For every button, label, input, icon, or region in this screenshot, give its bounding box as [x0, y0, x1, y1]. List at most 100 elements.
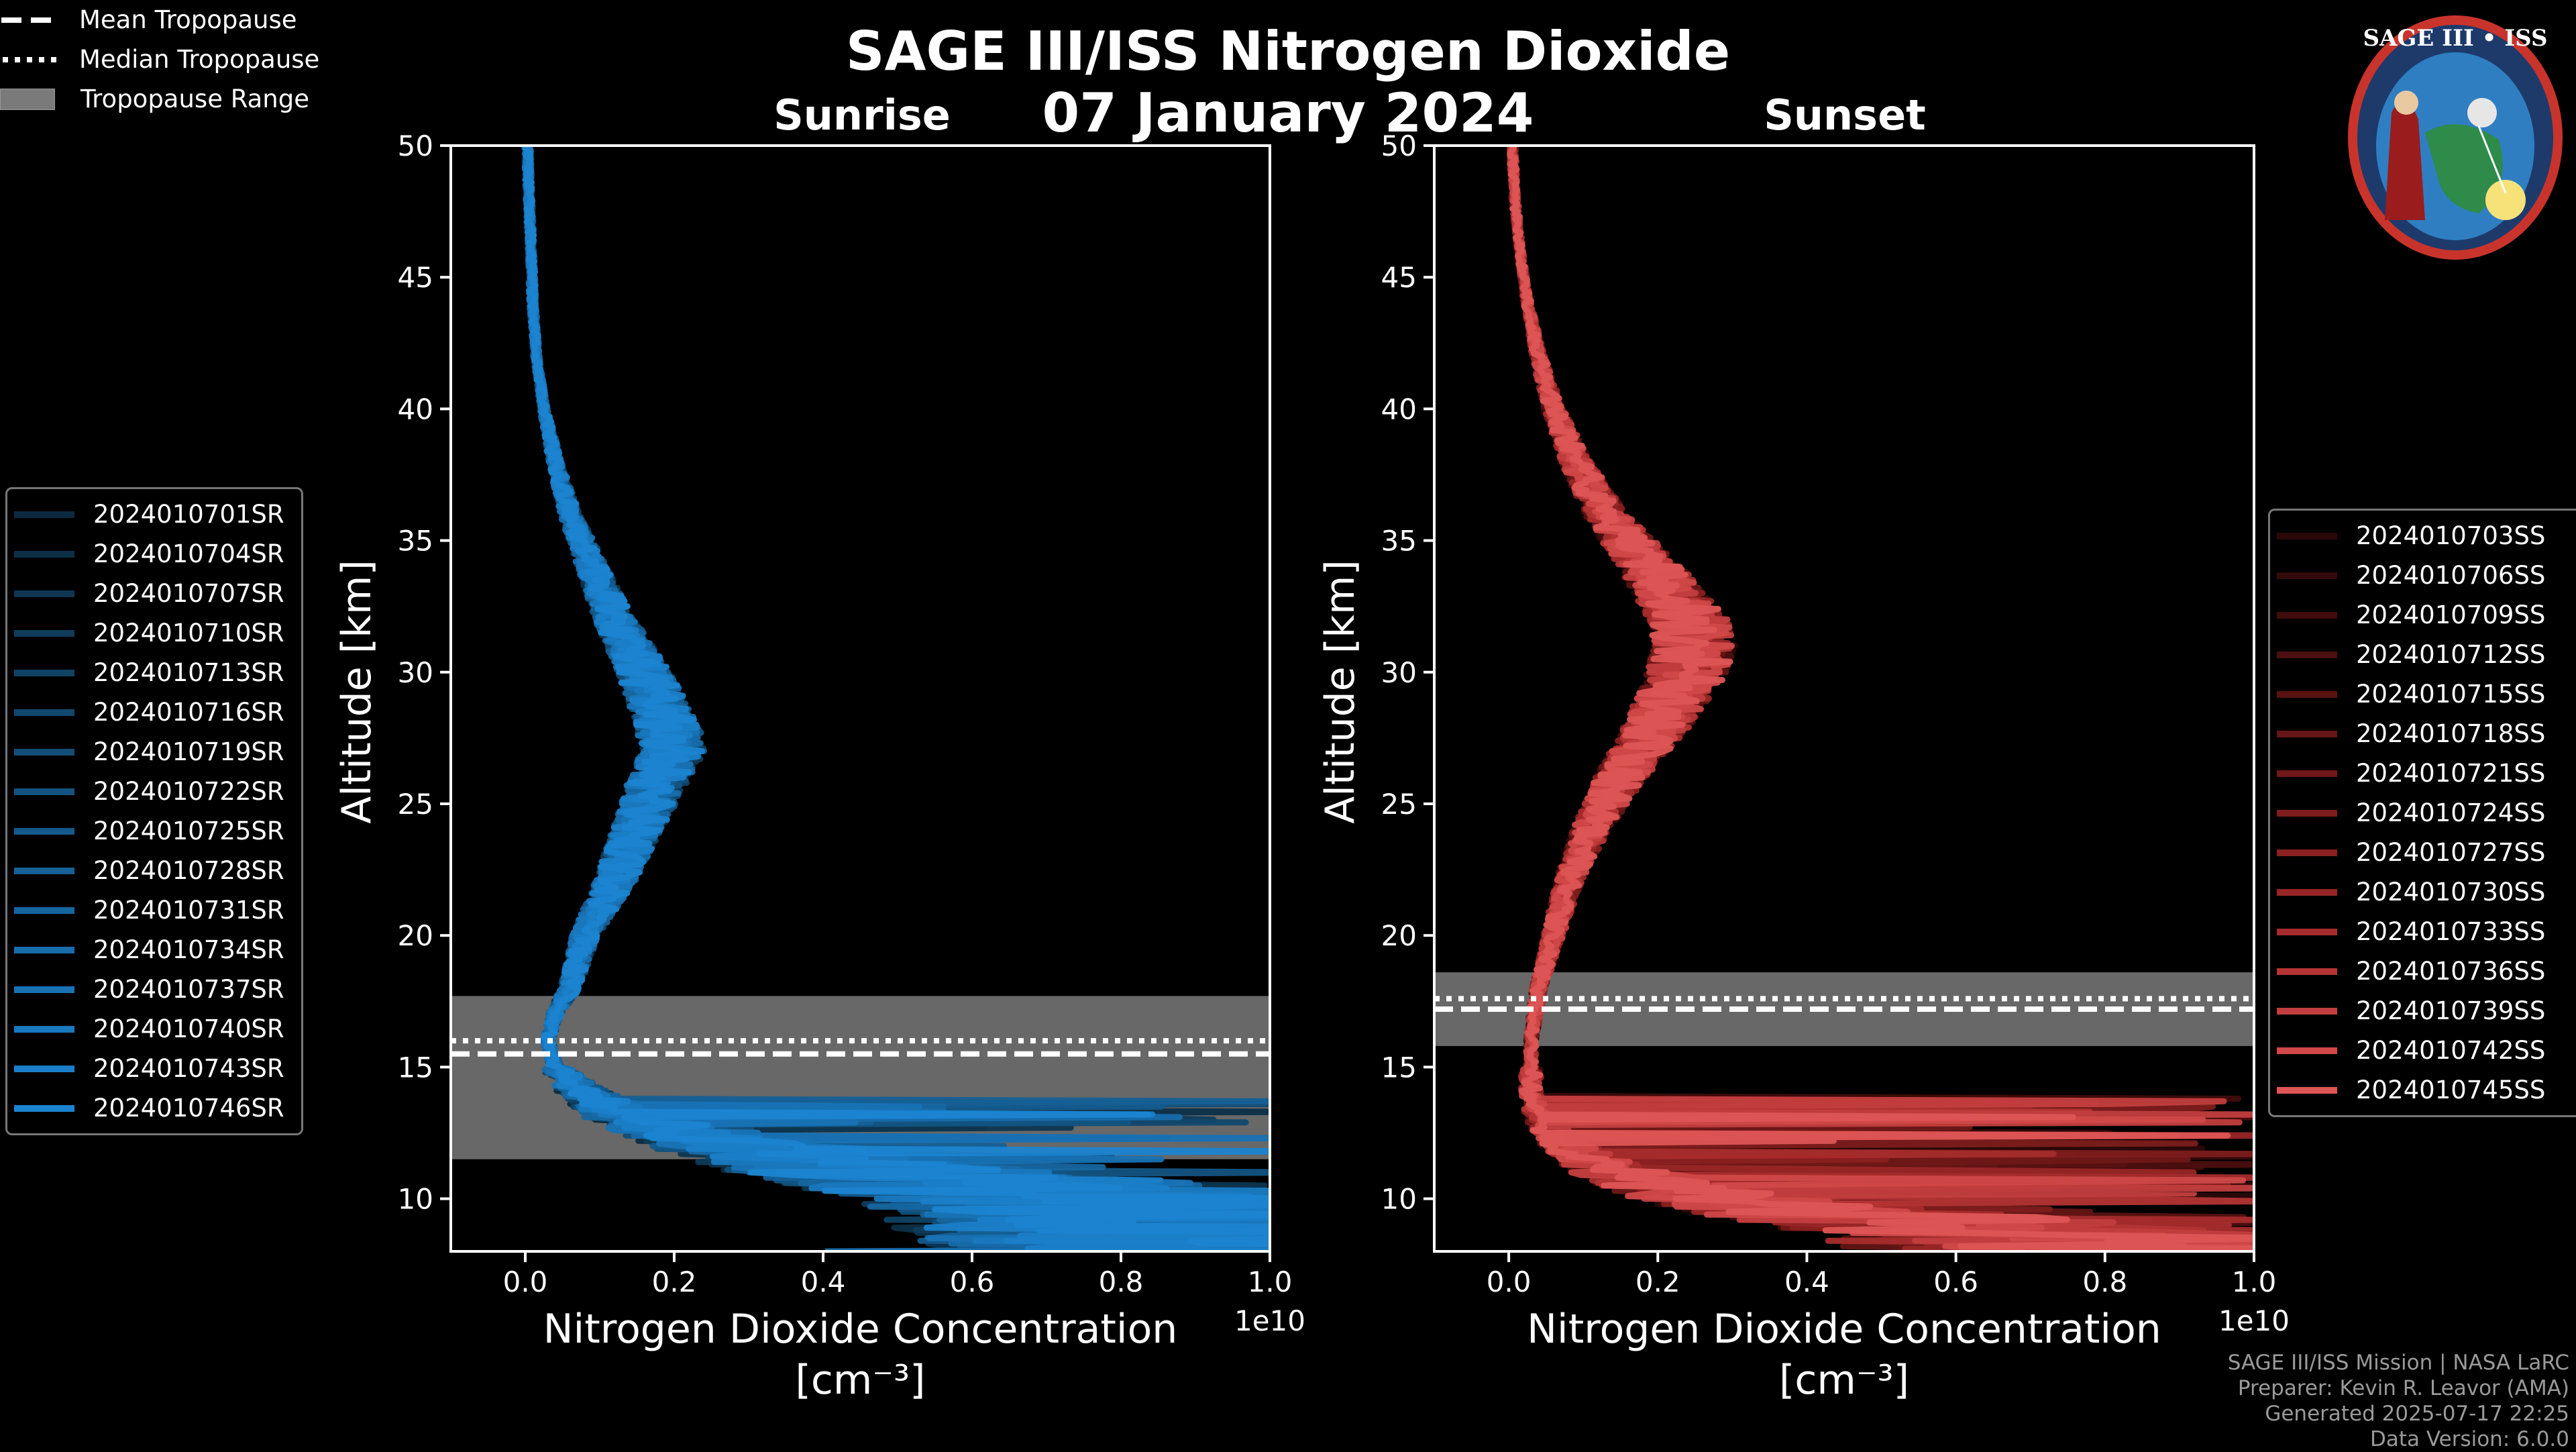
- sunset-x-tick-label: 0.6: [1933, 1265, 1978, 1298]
- series-line-2024010730SS: [1507, 146, 2254, 1251]
- legend-item: 2024010712SS: [2277, 635, 2575, 674]
- sunrise-x-tick-label: 0.4: [801, 1265, 846, 1298]
- sunrise-y-tick-label: 50: [398, 129, 433, 162]
- sunset-y-tick-label: 45: [1381, 261, 1417, 294]
- legend-swatch: [14, 1104, 74, 1112]
- legend-swatch: [2277, 888, 2337, 896]
- legend-label: 2024010707SR: [93, 579, 284, 608]
- legend-item: 2024010707SR: [14, 574, 294, 613]
- sunrise-x-offset-label: 1e10: [1234, 1304, 1305, 1337]
- legend-label: 2024010719SR: [93, 737, 284, 766]
- legend-swatch: [14, 511, 74, 518]
- sunset-y-tick-label: 50: [1381, 129, 1417, 162]
- legend-item: 2024010713SR: [14, 653, 294, 692]
- legend-label-median-tropopause: Median Tropopause: [79, 45, 320, 74]
- legend-item: 2024010733SS: [2277, 912, 2575, 951]
- sunset-x-tick-label: 1.0: [2232, 1265, 2277, 1298]
- footer-generated: Generated 2025-07-17 22:25: [2265, 1402, 2569, 1426]
- legend-item: 2024010730SS: [2277, 872, 2575, 912]
- legend-swatch: [14, 1025, 74, 1033]
- legend-swatch: [2277, 809, 2337, 817]
- legend-label: 2024010736SS: [2356, 957, 2546, 986]
- legend-item: 2024010739SS: [2277, 991, 2575, 1031]
- legend-swatch: [14, 669, 74, 676]
- legend-item: 2024010746SR: [14, 1088, 294, 1128]
- tropopause-legend: Mean Tropopause Median Tropopause Tropop…: [0, 0, 2576, 119]
- sunset-y-tick-label: 20: [1381, 919, 1417, 952]
- sunrise-y-tick-label: 35: [398, 525, 433, 558]
- legend-item: 2024010701SR: [14, 495, 294, 534]
- legend-item: 2024010737SR: [14, 970, 294, 1009]
- legend-label: 2024010722SR: [93, 777, 284, 806]
- sunset-y-tick-label: 10: [1381, 1183, 1417, 1216]
- legend-label: 2024010728SR: [93, 856, 284, 885]
- series-line-2024010742SS: [1507, 146, 2254, 1251]
- legend-item-tropopause-range: Tropopause Range: [0, 79, 2576, 119]
- legend-item: 2024010719SR: [14, 732, 294, 772]
- legend-label: 2024010745SS: [2356, 1076, 2546, 1104]
- legend-label: 2024010724SS: [2356, 798, 2546, 827]
- sunrise-x-tick-label: 1.0: [1248, 1265, 1293, 1298]
- legend-item: 2024010710SR: [14, 613, 294, 653]
- legend-item: 2024010734SR: [14, 930, 294, 970]
- series-line-2024010727SS: [1507, 146, 2254, 1251]
- legend-swatch: [2277, 968, 2337, 975]
- legend-item: 2024010715SS: [2277, 674, 2575, 714]
- legend-label: 2024010715SS: [2356, 680, 2546, 709]
- sunset-profiles: [1506, 146, 2254, 1251]
- legend-swatch: [2277, 730, 2337, 737]
- sunset-y-tick-label: 25: [1381, 788, 1417, 821]
- sunrise-profiles: [521, 146, 1270, 1251]
- sunrise-y-tick-label: 45: [398, 261, 433, 294]
- legend-item: 2024010704SR: [14, 534, 294, 574]
- legend-label: 2024010710SR: [93, 619, 284, 647]
- sunrise-x-tick-label: 0.2: [652, 1265, 697, 1298]
- legend-label: 2024010712SS: [2356, 640, 2546, 669]
- legend-swatch: [14, 827, 74, 835]
- series-line-2024010703SS: [1507, 146, 2254, 1251]
- sunset-x-tick-label: 0.4: [1784, 1265, 1829, 1298]
- sunrise-y-tick-label: 20: [398, 919, 433, 952]
- legend-label: 2024010742SS: [2356, 1036, 2546, 1065]
- legend-swatch: [2277, 1047, 2337, 1054]
- footer-mission: SAGE III/ISS Mission | NASA LaRC: [2227, 1351, 2569, 1375]
- legend-item-median-tropopause: Median Tropopause: [0, 40, 2576, 79]
- legend-swatch: [14, 946, 74, 953]
- legend-label-tropopause-range: Tropopause Range: [80, 85, 310, 113]
- footer-data-version: Data Version: 6.0.0: [2369, 1427, 2569, 1451]
- legend-swatch: [2277, 651, 2337, 658]
- sunrise-tropopause-range: [451, 996, 1270, 1159]
- legend-item: 2024010706SS: [2277, 556, 2575, 595]
- legend-label: 2024010721SS: [2356, 759, 2546, 788]
- legend-swatch: [2277, 849, 2337, 856]
- legend-item: 2024010728SR: [14, 851, 294, 890]
- legend-item: 2024010736SS: [2277, 951, 2575, 991]
- legend-item: 2024010740SR: [14, 1009, 294, 1049]
- sunrise-x-axis-unit: [cm⁻³]: [796, 1357, 926, 1404]
- legend-item: 2024010722SR: [14, 772, 294, 811]
- sunset-x-tick-label: 0.8: [2082, 1265, 2127, 1298]
- dashed-line-icon: [1, 17, 59, 23]
- legend-item: 2024010724SS: [2277, 793, 2575, 833]
- legend-label: 2024010704SR: [93, 539, 284, 568]
- legend-item: 2024010721SS: [2277, 754, 2575, 793]
- sunrise-y-tick-label: 25: [398, 788, 433, 821]
- sunrise-y-tick-label: 15: [398, 1051, 433, 1084]
- legend-label: 2024010716SR: [93, 698, 284, 727]
- legend-label: 2024010703SS: [2356, 521, 2546, 550]
- legend-item: 2024010731SR: [14, 890, 294, 930]
- legend-label: 2024010734SR: [93, 935, 284, 964]
- legend-item: 2024010745SS: [2277, 1070, 2575, 1110]
- legend-label: 2024010725SR: [93, 817, 284, 845]
- sunset-legend: 2024010703SS 2024010706SS 2024010709SS 2024…: [2268, 509, 2576, 1117]
- chart-title: SAGE III/ISS Nitrogen Dioxide: [845, 20, 1731, 83]
- legend-swatch: [14, 550, 74, 558]
- legend-label: 2024010709SS: [2356, 601, 2546, 629]
- legend-swatch: [2277, 611, 2337, 619]
- legend-swatch: [2277, 532, 2337, 539]
- series-line-2024010709SS: [1506, 146, 2254, 1251]
- series-line-2024010721SS: [1507, 146, 2254, 1251]
- sunrise-y-tick-label: 30: [398, 656, 433, 689]
- sunrise-x-axis-label: Nitrogen Dioxide Concentration: [543, 1306, 1178, 1353]
- sunset-y-tick-label: 15: [1381, 1051, 1417, 1084]
